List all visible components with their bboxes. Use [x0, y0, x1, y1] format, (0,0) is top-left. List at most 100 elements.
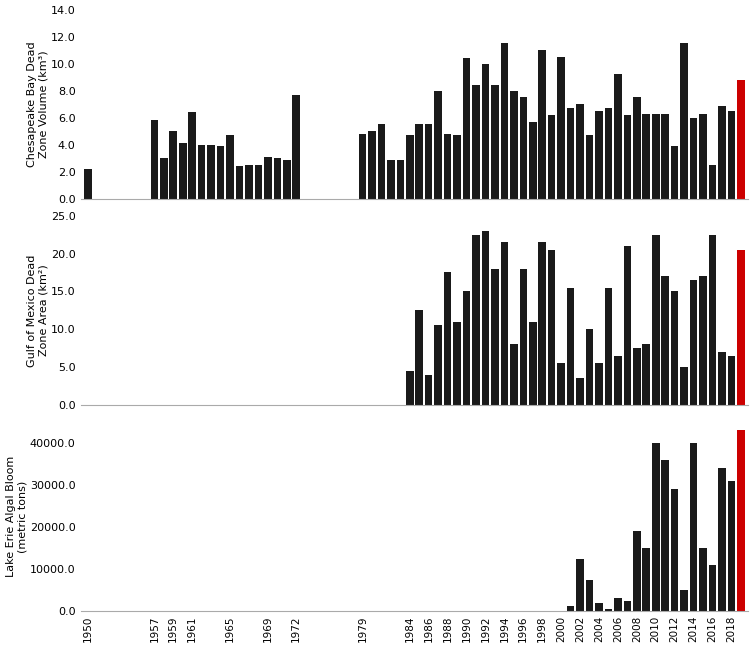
Bar: [614, 599, 622, 611]
Bar: [642, 113, 650, 199]
Bar: [576, 104, 584, 199]
Bar: [84, 169, 92, 199]
Bar: [491, 86, 498, 199]
Bar: [652, 443, 660, 611]
Bar: [415, 124, 423, 199]
Bar: [538, 242, 546, 405]
Bar: [293, 95, 300, 199]
Bar: [463, 292, 470, 405]
Bar: [690, 443, 697, 611]
Bar: [624, 115, 631, 199]
Bar: [397, 159, 404, 199]
Bar: [718, 106, 726, 199]
Bar: [576, 559, 584, 611]
Bar: [567, 108, 575, 199]
Bar: [274, 158, 281, 199]
Bar: [595, 603, 602, 611]
Bar: [699, 276, 706, 405]
Bar: [661, 459, 669, 611]
Bar: [283, 159, 290, 199]
Bar: [624, 246, 631, 405]
Bar: [671, 146, 679, 199]
Bar: [538, 50, 546, 199]
Bar: [576, 378, 584, 405]
Bar: [368, 131, 375, 199]
Y-axis label: Lake Erie Algal Bloom
(metric tons): Lake Erie Algal Bloom (metric tons): [5, 456, 27, 577]
Bar: [482, 64, 489, 199]
Bar: [510, 91, 517, 199]
Bar: [491, 269, 498, 405]
Bar: [718, 352, 726, 405]
Bar: [680, 367, 688, 405]
Bar: [463, 58, 470, 199]
Bar: [699, 548, 706, 611]
Bar: [170, 131, 177, 199]
Y-axis label: Chesapeake Bay Dead
Zone Volume (km³): Chesapeake Bay Dead Zone Volume (km³): [26, 41, 48, 167]
Bar: [586, 329, 593, 405]
Bar: [709, 165, 716, 199]
Bar: [557, 364, 565, 405]
Bar: [595, 364, 602, 405]
Bar: [614, 75, 622, 199]
Bar: [737, 430, 745, 611]
Bar: [548, 115, 556, 199]
Bar: [605, 288, 612, 405]
Bar: [661, 113, 669, 199]
Bar: [245, 165, 253, 199]
Bar: [728, 481, 735, 611]
Bar: [216, 146, 225, 199]
Bar: [690, 118, 697, 199]
Bar: [387, 159, 394, 199]
Bar: [652, 113, 660, 199]
Bar: [652, 235, 660, 405]
Bar: [510, 344, 517, 405]
Bar: [501, 242, 508, 405]
Bar: [482, 231, 489, 405]
Bar: [160, 158, 167, 199]
Bar: [264, 157, 271, 199]
Bar: [207, 145, 215, 199]
Bar: [690, 280, 697, 405]
Bar: [548, 249, 556, 405]
Bar: [642, 548, 650, 611]
Bar: [529, 122, 537, 199]
Bar: [633, 348, 641, 405]
Bar: [567, 606, 575, 611]
Bar: [718, 468, 726, 611]
Bar: [434, 91, 442, 199]
Bar: [709, 565, 716, 611]
Bar: [586, 579, 593, 611]
Bar: [151, 121, 158, 199]
Bar: [728, 111, 735, 199]
Bar: [605, 609, 612, 611]
Bar: [586, 135, 593, 199]
Bar: [633, 531, 641, 611]
Bar: [444, 272, 452, 405]
Bar: [179, 143, 186, 199]
Bar: [453, 135, 461, 199]
Bar: [709, 235, 716, 405]
Bar: [728, 356, 735, 405]
Bar: [614, 356, 622, 405]
Bar: [737, 80, 745, 199]
Bar: [605, 108, 612, 199]
Bar: [501, 43, 508, 199]
Bar: [472, 86, 480, 199]
Bar: [520, 269, 527, 405]
Bar: [671, 489, 679, 611]
Bar: [226, 135, 234, 199]
Bar: [453, 321, 461, 405]
Bar: [680, 43, 688, 199]
Bar: [737, 249, 745, 405]
Bar: [255, 165, 262, 199]
Bar: [520, 97, 527, 199]
Bar: [415, 310, 423, 405]
Bar: [472, 235, 480, 405]
Bar: [642, 344, 650, 405]
Bar: [236, 167, 244, 199]
Bar: [529, 321, 537, 405]
Bar: [595, 111, 602, 199]
Bar: [378, 124, 385, 199]
Bar: [425, 124, 433, 199]
Bar: [444, 134, 452, 199]
